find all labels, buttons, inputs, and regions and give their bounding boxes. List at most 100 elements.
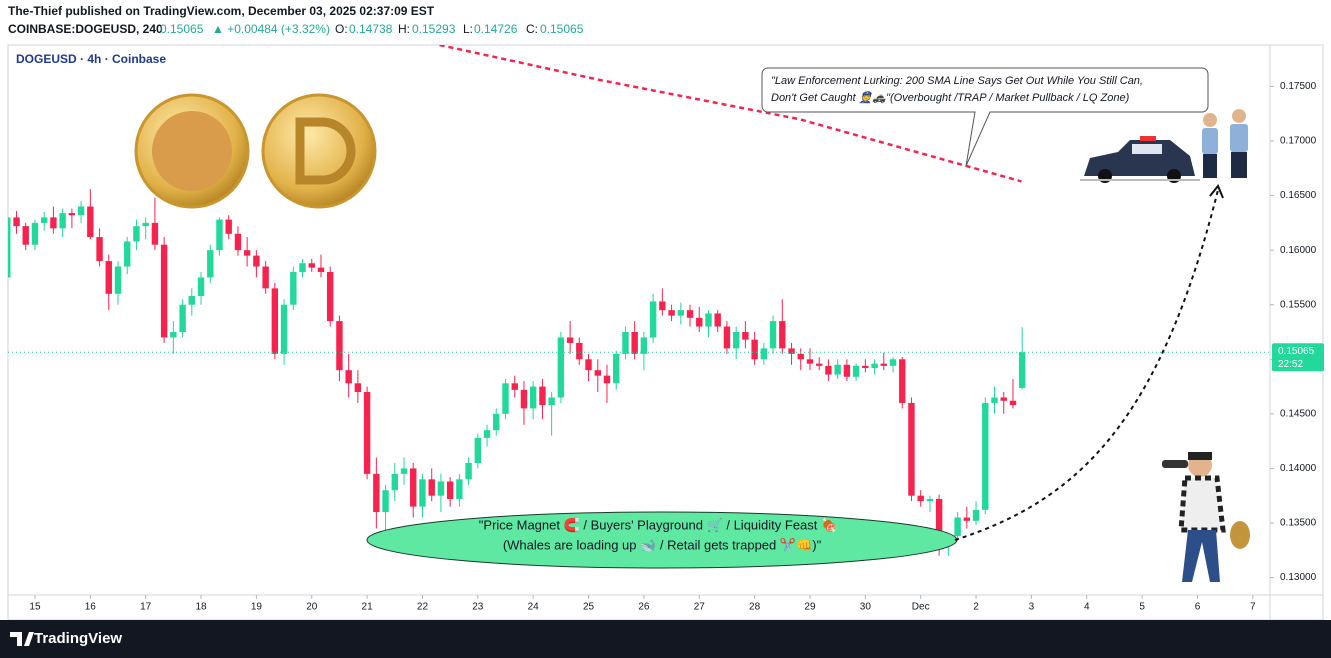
candle-body [188, 295, 195, 305]
symbol: COINBASE:DOGEUSD, 240 [8, 22, 163, 36]
c-label: C: [526, 22, 538, 36]
candle-body [290, 271, 297, 305]
brand-logo [10, 632, 34, 646]
candle-body [391, 473, 398, 491]
x-tick-label: 22 [417, 602, 429, 613]
legs [1231, 152, 1247, 178]
candle-body [133, 226, 140, 242]
candle-body [428, 479, 435, 496]
candle-body [179, 304, 186, 333]
torso [1230, 124, 1248, 152]
candle-body [170, 332, 177, 338]
candle-body [935, 498, 943, 545]
candle-body [465, 462, 472, 480]
candle-body [668, 310, 675, 316]
candle-body [77, 206, 85, 216]
y-tick-label: 0.17500 [1280, 81, 1317, 92]
candle-body [520, 389, 528, 409]
callout-box [761, 67, 1209, 167]
candle-body [686, 310, 694, 318]
h-label: H: [398, 22, 410, 36]
police-officers [1202, 109, 1248, 178]
x-tick-label: 16 [85, 602, 97, 613]
change: ▲ +0.00484 (+3.32%) [212, 22, 330, 36]
x-tick-label: 18 [195, 602, 207, 613]
x-tick-label: 20 [306, 602, 318, 613]
x-tick-label: 5 [1139, 602, 1145, 613]
brand: TradingView [34, 630, 122, 647]
candle-body [96, 237, 103, 262]
x-tick-label: 29 [804, 602, 816, 613]
candle-body [1000, 397, 1007, 401]
candle-body [382, 490, 389, 513]
candle-body [613, 353, 620, 384]
candle-body [926, 498, 934, 502]
candle-body [816, 363, 823, 366]
beanie [1188, 452, 1212, 460]
x-tick-label: 17 [140, 602, 152, 613]
x-tick-label: 25 [583, 602, 595, 613]
candle-body [419, 479, 426, 507]
footer-bar [0, 620, 1331, 658]
candle-body [723, 326, 731, 349]
x-tick-label: 27 [694, 602, 706, 613]
candle-body [908, 402, 915, 496]
candle-body [151, 222, 159, 245]
candle-body [566, 337, 574, 343]
candle-body [899, 359, 906, 403]
coin-face [261, 93, 377, 209]
candle-body [511, 383, 518, 390]
candle-body [732, 332, 740, 349]
x-tick-label: Dec [912, 602, 930, 613]
candle-body [705, 313, 712, 327]
candle-body [493, 413, 500, 431]
x-tick-label: 28 [749, 602, 761, 613]
candle-body [862, 365, 869, 369]
x-tick-label: 30 [860, 602, 872, 613]
candle-body [797, 353, 804, 360]
candle-body [963, 517, 971, 521]
candle-body [280, 304, 288, 354]
x-tick-label: 23 [472, 602, 484, 613]
y-tick-label: 0.13500 [1280, 518, 1317, 529]
candle-body [622, 332, 629, 354]
candle-body [751, 339, 758, 360]
candle-body [317, 267, 325, 272]
candle-body [843, 364, 851, 377]
candle-body [539, 386, 546, 406]
candle-body [982, 402, 989, 510]
candle-body [207, 250, 214, 278]
candle-body [410, 468, 417, 507]
candle-body [677, 310, 685, 316]
candle-body [124, 241, 131, 267]
candle-body [216, 219, 223, 251]
candle-body [502, 383, 509, 414]
x-tick-label: 19 [251, 602, 263, 613]
doge-coin [134, 93, 250, 209]
binoculars [1162, 460, 1188, 468]
money-bag [1230, 521, 1250, 549]
y-tick-label: 0.15500 [1280, 299, 1317, 310]
candle-body [41, 217, 48, 223]
o-label: O: [335, 22, 348, 36]
candle-body [714, 313, 721, 327]
x-tick-label: 24 [528, 602, 540, 613]
candle-body [576, 342, 583, 360]
candle-body [529, 386, 537, 409]
chart-title: DOGEUSD · 4h · Coinbase [16, 52, 166, 66]
sma-line [439, 45, 1022, 183]
c-value: 0.15065 [540, 22, 584, 36]
y-tick-label: 0.16000 [1280, 245, 1317, 256]
candle-body [243, 250, 251, 256]
zone-text: (Whales are loading up 🐋 / Retail gets t… [503, 536, 822, 552]
candle-body [585, 359, 592, 371]
candle-body [400, 468, 408, 474]
candle-body [345, 370, 352, 384]
candle-body [483, 430, 491, 438]
legs [1182, 530, 1220, 582]
candle-body [87, 206, 94, 238]
publisher: The-Thief published on TradingView.com, … [8, 4, 435, 18]
x-tick-label: 4 [1084, 602, 1090, 613]
coin-dog [152, 111, 232, 191]
